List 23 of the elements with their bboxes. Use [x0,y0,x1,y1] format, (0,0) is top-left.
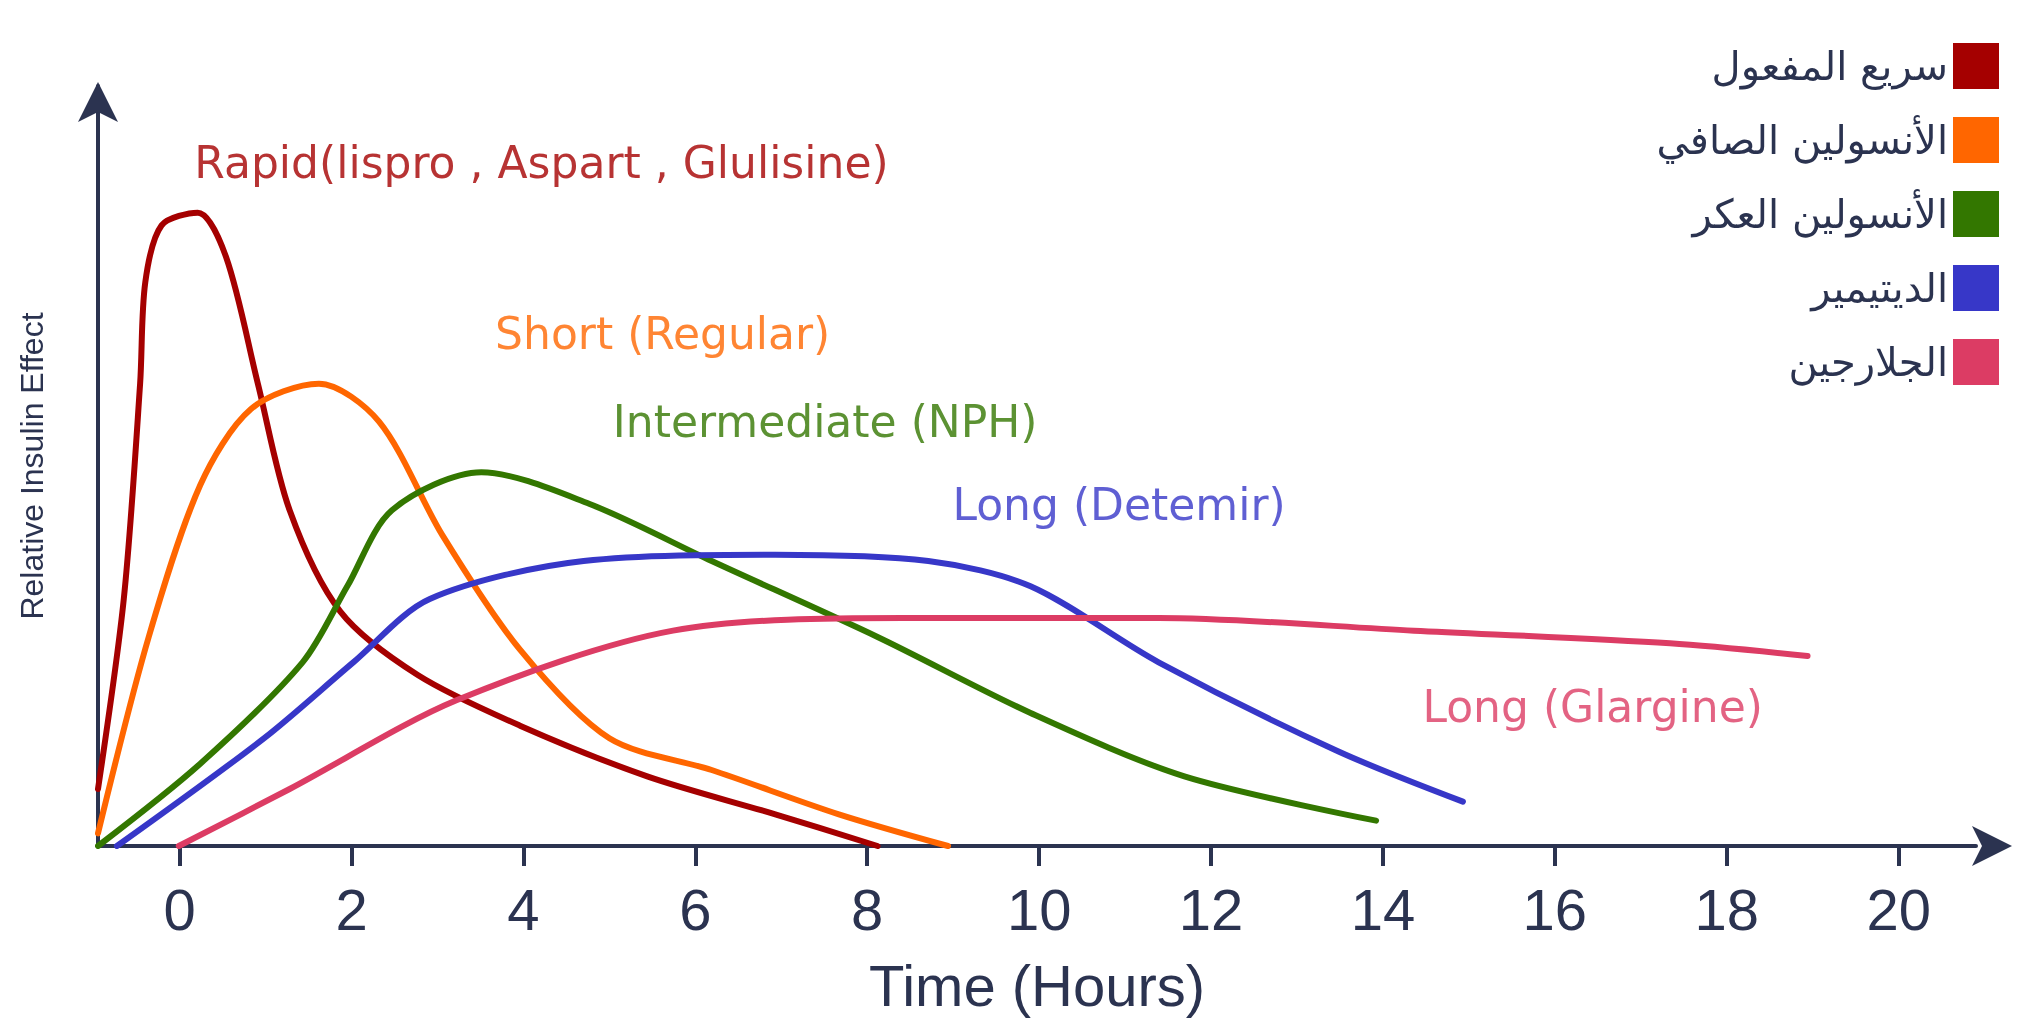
x-tick-label: 0 [163,876,196,942]
x-tick-label: 10 [1006,876,1072,942]
text: Rapid(lispro , Aspart , Glulisine) [194,136,889,188]
legend-label: الديتيمير [1809,265,1948,312]
x-tick-label: 14 [1350,876,1416,942]
x-tick-label: 4 [507,876,540,942]
legend-label: الجلارجين [1788,339,1948,386]
x-tick-label: 12 [1178,876,1244,942]
x-tick-label: 8 [851,876,884,942]
x-tick-label: 16 [1522,876,1588,942]
legend-label: سريع المفعول [1711,43,1948,90]
annotation: Short (Regular) [495,307,831,359]
annotation: Long (Glargine) [1422,681,1763,733]
x-tick-label: 18 [1694,876,1759,942]
y-axis-title: Relative Insulin Effect [14,312,50,620]
legend-label: الأنسولين الصافي [1656,115,1948,164]
annotation: Long (Detemir) [952,478,1286,530]
x-tick-label: 2 [335,876,368,942]
annotation: Intermediate (NPH) [612,396,1038,448]
x-tick-label: 20 [1866,876,1931,942]
x-axis-title: Time (Hours) [868,952,1206,1018]
legend-label: الأنسولين العكر [1690,189,1948,238]
x-tick-label: 6 [679,876,712,942]
